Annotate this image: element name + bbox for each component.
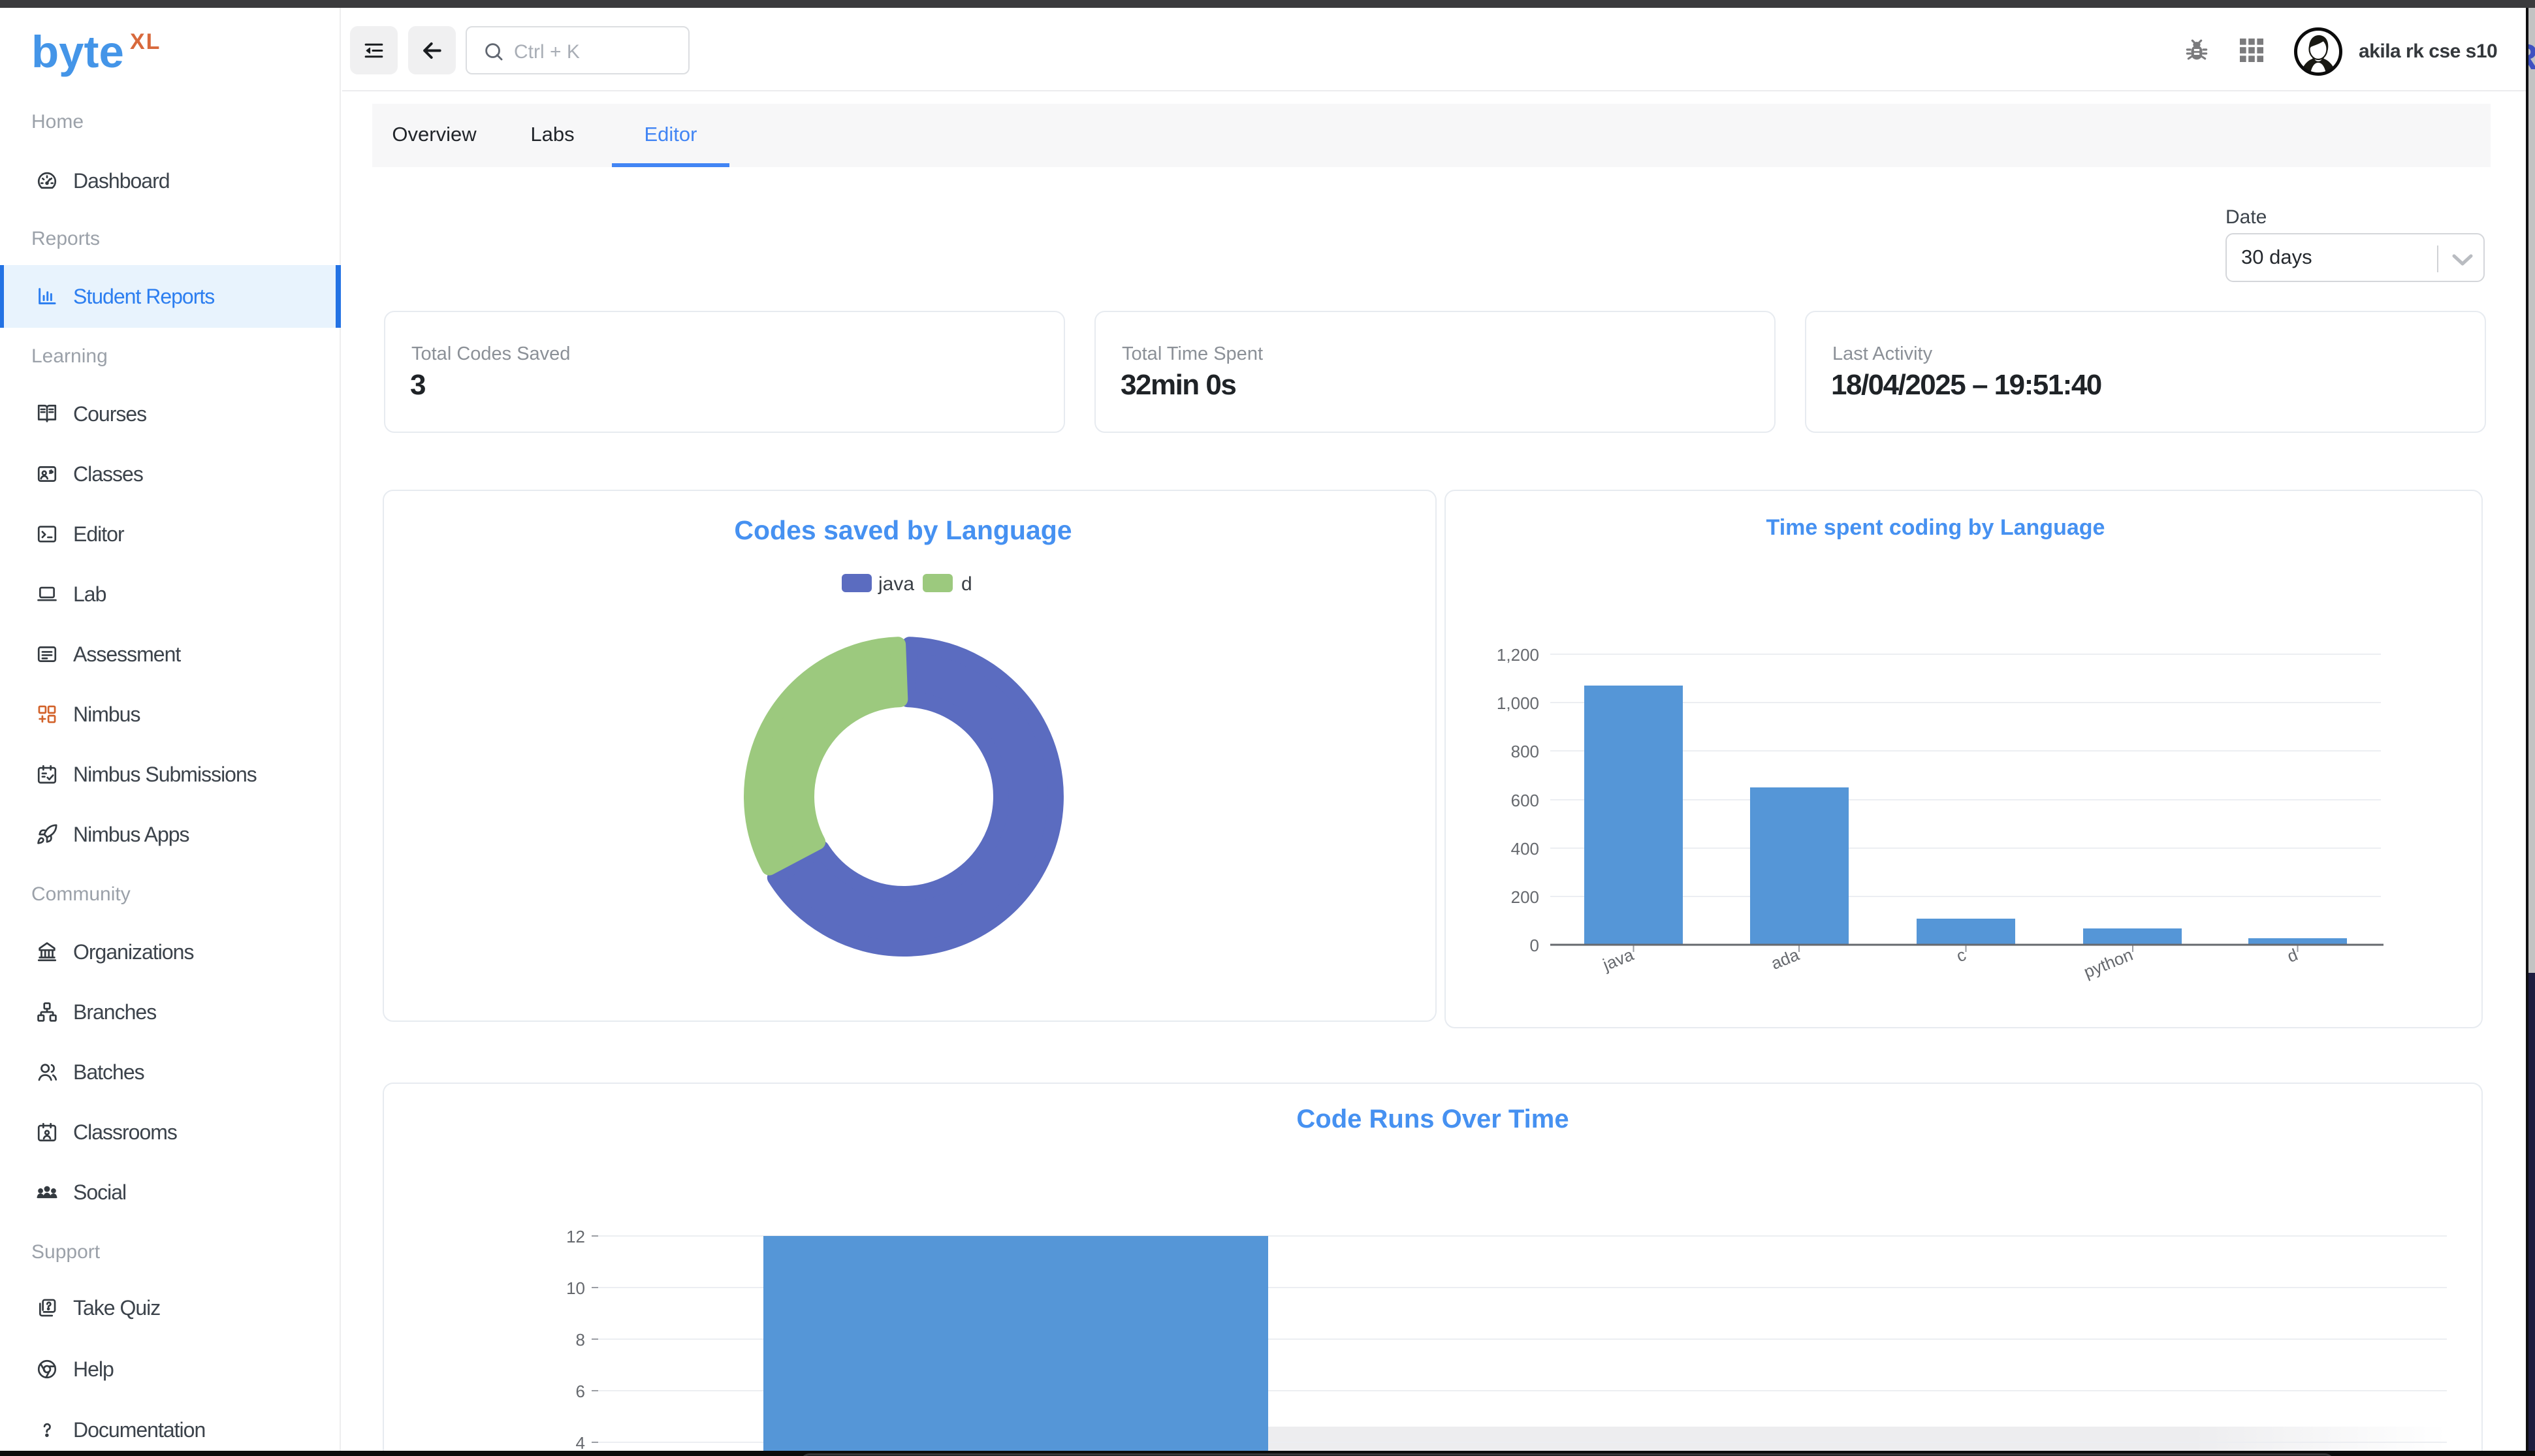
svg-text:1,200: 1,200 xyxy=(1497,645,1539,665)
svg-text:8: 8 xyxy=(576,1330,585,1350)
svg-text:600: 600 xyxy=(1511,791,1539,810)
svg-text:400: 400 xyxy=(1511,839,1539,859)
svg-text:4: 4 xyxy=(576,1433,585,1453)
svg-text:12: 12 xyxy=(566,1227,585,1246)
svg-text:10: 10 xyxy=(566,1278,585,1298)
svg-text:python: python xyxy=(2081,945,2136,982)
svg-text:java: java xyxy=(1599,945,1636,975)
svg-text:1,000: 1,000 xyxy=(1497,693,1539,713)
svg-text:6: 6 xyxy=(576,1382,585,1401)
svg-text:200: 200 xyxy=(1511,887,1539,907)
svg-text:800: 800 xyxy=(1511,742,1539,761)
svg-text:0: 0 xyxy=(1530,936,1539,955)
svg-text:ada: ada xyxy=(1768,945,1802,973)
